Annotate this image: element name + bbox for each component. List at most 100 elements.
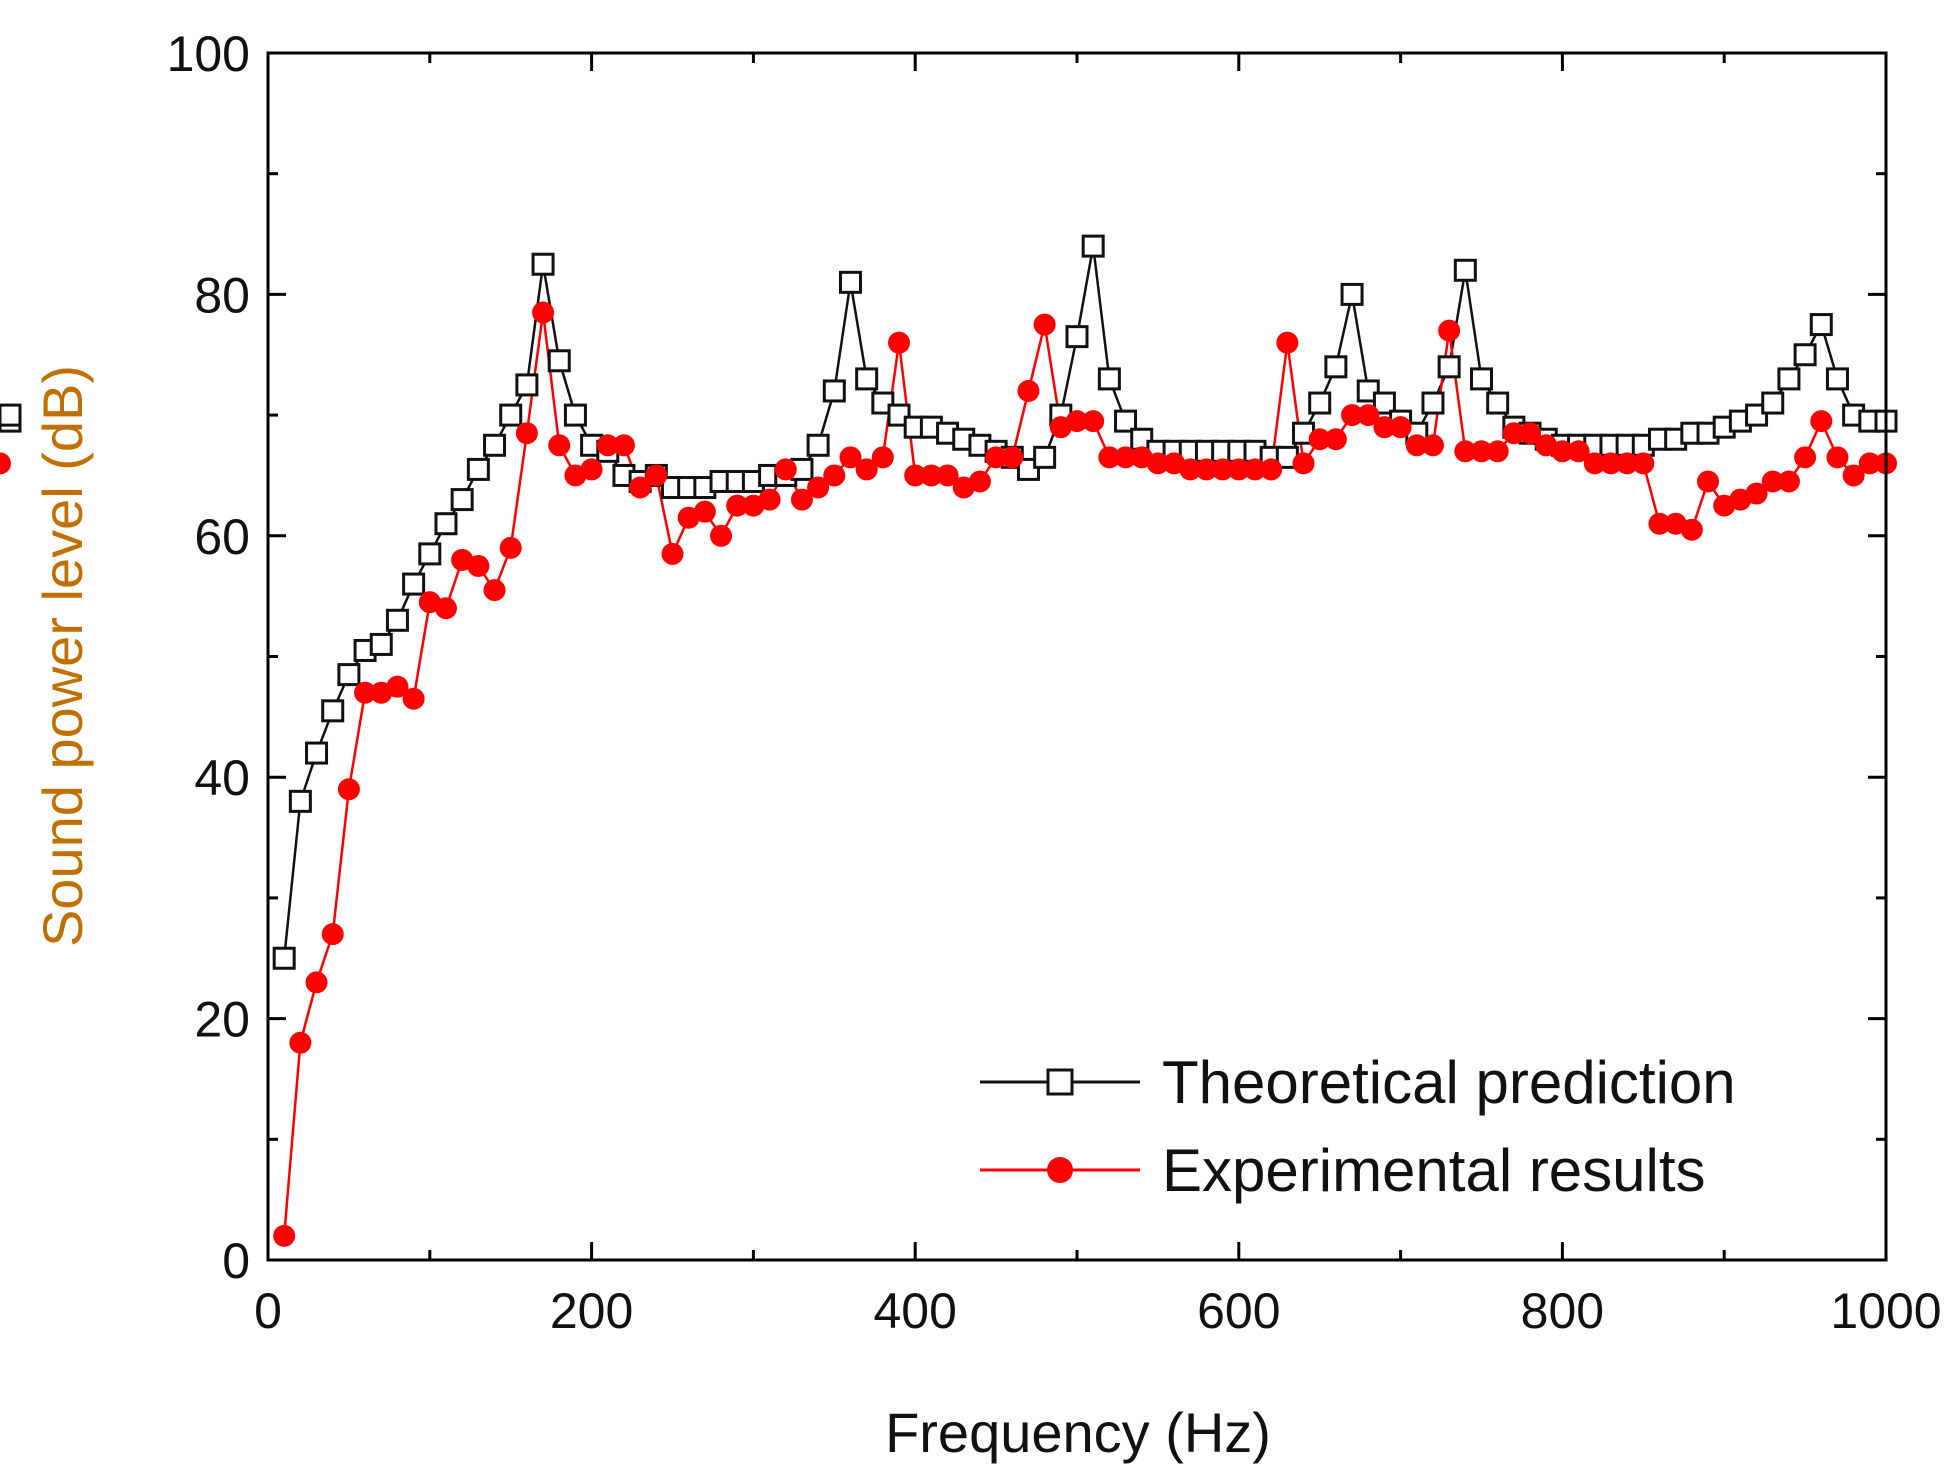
experimental-point <box>273 1224 296 1247</box>
experimental-point <box>1486 440 1509 463</box>
experimental-point <box>1810 410 1833 433</box>
experimental-point <box>499 536 522 559</box>
x-tick-label: 400 <box>873 1283 956 1339</box>
experimental-point <box>774 458 797 481</box>
experimental-point <box>1794 446 1817 469</box>
y-tick-label: 0 <box>222 1233 250 1289</box>
experimental-point <box>1470 440 1493 463</box>
y-axis-title: Sound power level (dB) <box>31 365 94 947</box>
theoretical-point <box>1340 282 1364 306</box>
experimental-point <box>1066 410 1088 433</box>
theoretical-line <box>282 245 1886 959</box>
y-tick-label: 40 <box>194 750 250 806</box>
theoretical-point <box>1437 355 1461 379</box>
experimental-point <box>483 579 506 602</box>
experimental-point <box>1211 458 1234 481</box>
experimental-point <box>1146 452 1169 475</box>
experimental-point <box>1260 458 1283 481</box>
experimental-point <box>1389 416 1412 439</box>
experimental-point <box>1648 512 1671 535</box>
experimental-point <box>1017 379 1040 402</box>
experimental-point <box>1438 319 1461 342</box>
legend: Theoretical prediction Experimental resu… <box>980 1049 1736 1204</box>
experimental-point <box>1842 464 1865 487</box>
experimental-point <box>434 597 457 620</box>
theoretical-point <box>1825 367 1849 391</box>
experimental-point <box>1276 331 1299 354</box>
experimental-point <box>1519 422 1542 445</box>
experimental-point <box>985 446 1008 469</box>
experimental-point <box>1114 446 1137 469</box>
experimental-point <box>305 971 328 994</box>
experimental-point <box>1697 470 1720 493</box>
experimental-point <box>968 470 991 493</box>
experimental-point <box>710 524 733 547</box>
experimental-point <box>1357 404 1380 427</box>
theoretical-point <box>1453 258 1477 282</box>
theoretical-point <box>1372 391 1396 415</box>
theoretical-point <box>418 542 442 566</box>
theoretical-point <box>1097 367 1121 391</box>
theoretical-point <box>0 403 22 427</box>
theoretical-point <box>1324 355 1348 379</box>
theoretical-point <box>288 789 312 813</box>
theoretical-point <box>1308 391 1332 415</box>
x-tick-label: 600 <box>1197 1283 1280 1339</box>
experimental-point <box>790 488 813 511</box>
experimental-point <box>1243 458 1266 481</box>
theoretical-point <box>1421 391 1445 415</box>
experimental-point <box>596 434 619 457</box>
theoretical-point <box>1486 391 1510 415</box>
theoretical-point <box>855 367 879 391</box>
experimental-point <box>1405 434 1428 457</box>
theoretical-point <box>1114 409 1138 433</box>
experimental-point <box>0 452 11 475</box>
theoretical-point <box>838 270 862 294</box>
theoretical-point <box>402 572 426 596</box>
theoretical-point <box>515 373 539 397</box>
theoretical-point <box>385 608 409 632</box>
experimental-point <box>1761 470 1784 493</box>
experimental-point <box>467 554 490 577</box>
experimental-point <box>1179 458 1202 481</box>
plot-frame <box>266 51 1888 1262</box>
theoretical-point <box>1033 445 1057 469</box>
theoretical-point <box>1470 367 1493 391</box>
theoretical-point <box>822 379 846 403</box>
experimental-point <box>920 464 943 487</box>
experimental-point <box>1292 452 1315 475</box>
theoretical-point <box>1793 343 1817 367</box>
x-tick-label: 0 <box>254 1283 282 1339</box>
theoretical-point <box>272 946 296 970</box>
theoretical-point <box>434 512 458 536</box>
experimental-point <box>580 458 603 481</box>
experimental-point <box>1680 518 1703 541</box>
theoretical-point <box>483 433 507 457</box>
experimental-point <box>1373 416 1396 439</box>
experimental-point <box>1454 440 1477 463</box>
experimental-point <box>645 464 668 487</box>
y-tick-label: 20 <box>194 992 250 1048</box>
legend-marker-experimental <box>1047 1157 1073 1183</box>
legend-marker-theoretical <box>1046 1068 1074 1096</box>
experimental-point <box>1324 428 1347 451</box>
experimental-point <box>888 331 911 354</box>
experimental-point <box>532 301 555 324</box>
experimental-point <box>1098 446 1121 469</box>
experimental-point <box>1616 452 1639 475</box>
legend-label-experimental: Experimental results <box>1162 1137 1706 1204</box>
experimental-point <box>807 476 830 499</box>
theoretical-point <box>547 349 571 373</box>
theoretical-point <box>321 699 345 723</box>
theoretical-point <box>531 252 555 276</box>
experimental-point <box>1551 440 1574 463</box>
experimental-point <box>1858 452 1881 475</box>
theoretical-point <box>806 433 830 457</box>
y-tick-label: 100 <box>167 26 250 82</box>
experimental-point <box>1227 458 1250 481</box>
x-tick-label: 1000 <box>1830 1283 1941 1339</box>
experimental-point <box>823 464 846 487</box>
experimental-point <box>871 446 894 469</box>
y-tick-label: 60 <box>194 509 250 565</box>
experimental-point <box>548 434 571 457</box>
